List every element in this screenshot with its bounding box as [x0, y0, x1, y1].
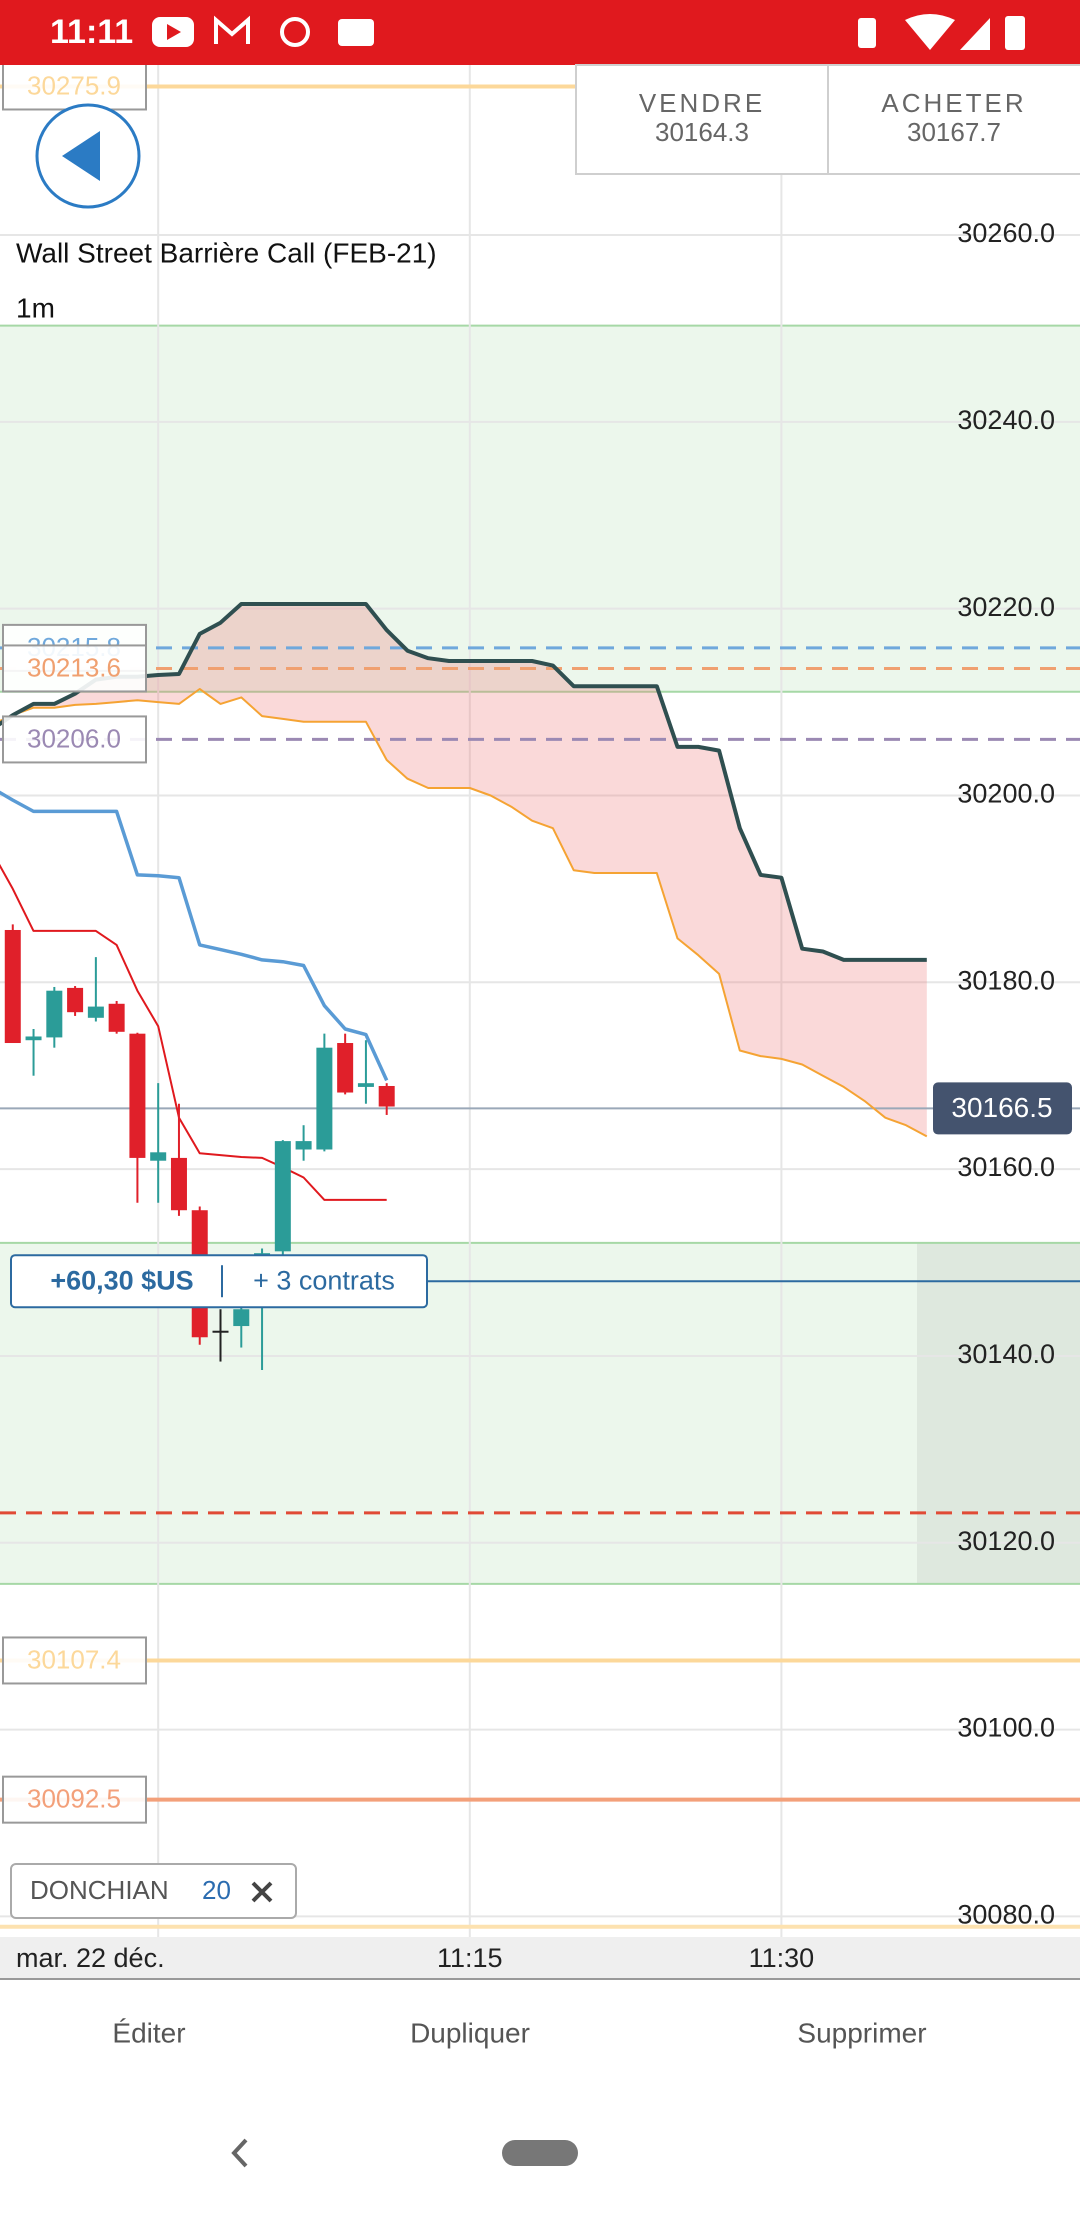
chart-title: Wall Street Barrière Call (FEB-21): [16, 237, 437, 268]
zone-shade: [917, 1242, 1080, 1584]
y-tick-label: 30100.0: [957, 1713, 1055, 1743]
candle-body: [295, 1141, 312, 1150]
plot-overlay: 30275.930215.830213.630206.030107.430092…: [2, 65, 1072, 1930]
y-tick-label: 30240.0: [957, 405, 1055, 435]
indicator-line: [0, 790, 389, 1082]
zone: [0, 325, 1080, 692]
candle-body: [170, 1157, 187, 1211]
indicator-line: [0, 688, 928, 1138]
action-button[interactable]: Dupliquer: [410, 2017, 530, 2048]
indicator-period: 20: [202, 1875, 231, 1905]
y-tick-label: 30160.0: [957, 1152, 1055, 1182]
y-tick-label: 30080.0: [957, 1900, 1055, 1930]
candle-body: [108, 1003, 125, 1032]
timeframe: 1m: [16, 292, 55, 323]
indicator-line: [0, 863, 387, 1201]
y-tick-label: 30120.0: [957, 1526, 1055, 1556]
candle-body: [67, 987, 84, 1013]
level-tag: [2, 1636, 147, 1685]
candle-body: [4, 929, 21, 1044]
candle-body: [233, 1309, 250, 1327]
position-tag[interactable]: [10, 1254, 428, 1309]
buy-label: ACHETER: [881, 88, 1026, 118]
x-tick-label: 11:15: [437, 1943, 503, 1973]
y-tick-label: 30140.0: [957, 1339, 1055, 1369]
current-price-tag: [933, 1082, 1072, 1135]
candle-body: [274, 1141, 291, 1252]
sell-label: VENDRE: [639, 88, 765, 118]
position-pnl: +60,30 $US: [50, 1265, 193, 1295]
action-button[interactable]: Éditer: [112, 2017, 185, 2048]
indicator-line: [0, 602, 927, 962]
y-tick-label: 30260.0: [957, 218, 1055, 248]
action-button[interactable]: Supprimer: [797, 2017, 926, 2048]
candle-body: [87, 1006, 104, 1018]
indicator-close[interactable]: [251, 1881, 273, 1903]
level-tag: [2, 644, 147, 693]
current-price-label: 30166.5: [951, 1092, 1052, 1123]
candle-body: [357, 1083, 374, 1087]
sell-price: 30164.3: [655, 117, 749, 147]
x-axis-date: mar. 22 déc.: [16, 1943, 165, 1973]
level-tag-label: 30213.6: [27, 652, 121, 682]
back-button[interactable]: [35, 103, 141, 209]
level-tag-label: 30206.0: [27, 723, 121, 753]
plot-area: [0, 65, 1080, 1937]
x-axis-strip: [0, 1937, 1080, 1979]
candle-body: [316, 1047, 333, 1150]
indicator-name: DONCHIAN: [30, 1875, 169, 1905]
y-tick-label: 30200.0: [957, 779, 1055, 809]
buy-price: 30167.7: [907, 117, 1001, 147]
nav-back[interactable]: [231, 2138, 248, 2168]
level-tag: [2, 1775, 147, 1824]
candle-body: [46, 990, 63, 1038]
level-tag-label: 30107.4: [27, 1644, 121, 1674]
indicator-chip: DONCHIAN 20: [10, 1863, 297, 1919]
x-tick-label: 11:30: [749, 1943, 815, 1973]
level-tag-label: 30275.9: [27, 70, 121, 100]
y-tick-label: 30180.0: [957, 965, 1055, 995]
status-time: 11:11: [50, 13, 133, 51]
candle-body: [378, 1085, 395, 1107]
level-tag-label: 30092.5: [27, 1784, 121, 1814]
x-axis: 11:15 11:30: [437, 1943, 814, 1973]
level-tag: [2, 715, 147, 764]
sell-button[interactable]: VENDRE 30164.3: [575, 64, 829, 175]
buy-button[interactable]: ACHETER 30167.7: [827, 64, 1080, 175]
nav-home[interactable]: [502, 2140, 578, 2166]
candle-body: [150, 1152, 167, 1161]
position-contracts: + 3 contrats: [253, 1265, 395, 1295]
candle-body: [212, 1330, 229, 1333]
cloud: [0, 603, 927, 1137]
status-icons: [152, 14, 1025, 50]
candle-body: [129, 1033, 146, 1158]
y-tick-label: 30220.0: [957, 592, 1055, 622]
candle-body: [337, 1043, 354, 1093]
candle-body: [25, 1036, 42, 1041]
